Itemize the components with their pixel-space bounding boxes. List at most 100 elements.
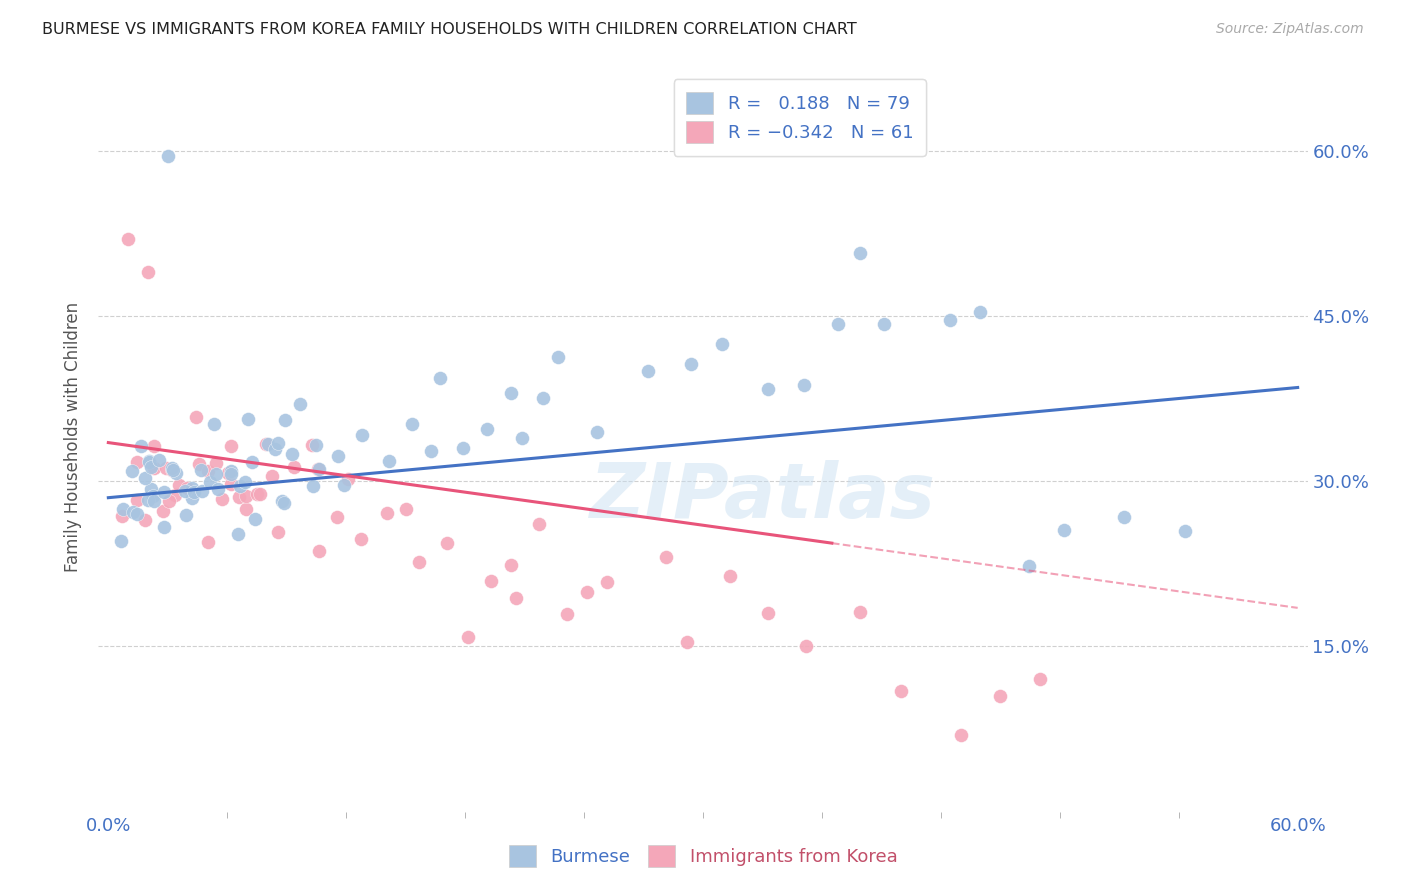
Point <box>576 585 599 599</box>
Legend: Burmese, Immigrants from Korea: Burmese, Immigrants from Korea <box>502 838 904 874</box>
Point <box>273 496 295 510</box>
Y-axis label: Family Households with Children: Family Households with Children <box>65 302 83 572</box>
Point <box>226 527 249 541</box>
Point <box>401 417 423 431</box>
Point <box>681 357 703 371</box>
Point <box>288 397 311 411</box>
Point <box>184 409 207 424</box>
Point <box>420 444 443 458</box>
Point <box>207 482 229 496</box>
Point <box>1018 559 1040 574</box>
Point <box>143 461 166 475</box>
Point <box>949 728 972 742</box>
Point <box>939 313 962 327</box>
Point <box>125 508 148 522</box>
Point <box>267 525 290 540</box>
Point <box>408 555 430 569</box>
Point <box>328 450 350 464</box>
Point <box>308 462 330 476</box>
Point <box>271 493 294 508</box>
Point <box>174 508 197 522</box>
Point <box>1174 524 1197 538</box>
Point <box>176 481 198 495</box>
Point <box>153 485 176 500</box>
Point <box>127 492 149 507</box>
Point <box>188 457 211 471</box>
Point <box>848 605 870 619</box>
Point <box>827 317 849 331</box>
Point <box>204 456 226 470</box>
Point <box>794 639 817 653</box>
Point <box>211 492 233 507</box>
Point <box>142 489 165 503</box>
Point <box>337 472 360 486</box>
Point <box>162 463 184 477</box>
Point <box>499 385 522 400</box>
Point <box>235 489 257 503</box>
Point <box>531 391 554 405</box>
Point <box>637 364 659 378</box>
Point <box>219 464 242 478</box>
Point <box>228 491 250 505</box>
Point <box>219 477 242 491</box>
Point <box>181 491 204 506</box>
Point <box>110 534 132 549</box>
Point <box>197 463 219 477</box>
Point <box>527 517 550 532</box>
Point <box>174 483 197 498</box>
Point <box>121 505 143 519</box>
Point <box>217 466 239 480</box>
Point <box>675 635 697 649</box>
Point <box>457 630 479 644</box>
Point <box>181 481 204 495</box>
Point <box>197 535 219 549</box>
Point <box>479 574 502 588</box>
Point <box>350 428 373 442</box>
Point <box>260 468 283 483</box>
Point <box>1114 510 1136 524</box>
Point <box>585 425 607 439</box>
Point <box>167 478 190 492</box>
Point <box>198 475 221 489</box>
Point <box>117 232 139 246</box>
Point <box>142 439 165 453</box>
Point <box>283 459 305 474</box>
Point <box>157 494 180 508</box>
Point <box>240 455 263 469</box>
Point <box>305 438 328 452</box>
Point <box>257 437 280 451</box>
Point <box>134 513 156 527</box>
Point <box>152 520 174 534</box>
Point <box>219 467 242 481</box>
Point <box>267 435 290 450</box>
Point <box>350 533 373 547</box>
Point <box>112 502 135 516</box>
Point <box>236 412 259 426</box>
Point <box>333 478 356 492</box>
Point <box>510 431 533 445</box>
Point <box>235 501 257 516</box>
Point <box>202 417 225 431</box>
Point <box>141 460 163 475</box>
Point <box>256 436 278 450</box>
Point <box>307 462 329 476</box>
Point <box>204 467 226 481</box>
Point <box>152 504 174 518</box>
Point <box>246 487 269 501</box>
Text: ZIPatlas: ZIPatlas <box>591 460 936 534</box>
Point <box>301 438 323 452</box>
Point <box>475 422 498 436</box>
Point <box>890 683 912 698</box>
Point <box>1029 673 1052 687</box>
Point <box>183 485 205 500</box>
Point <box>499 558 522 573</box>
Point <box>655 550 678 565</box>
Point <box>162 461 184 475</box>
Point <box>243 512 266 526</box>
Point <box>190 463 212 477</box>
Point <box>308 543 330 558</box>
Point <box>849 246 872 260</box>
Point <box>281 447 304 461</box>
Point <box>756 606 779 620</box>
Legend: R =   0.188   N = 79, R = −0.342   N = 61: R = 0.188 N = 79, R = −0.342 N = 61 <box>673 79 927 155</box>
